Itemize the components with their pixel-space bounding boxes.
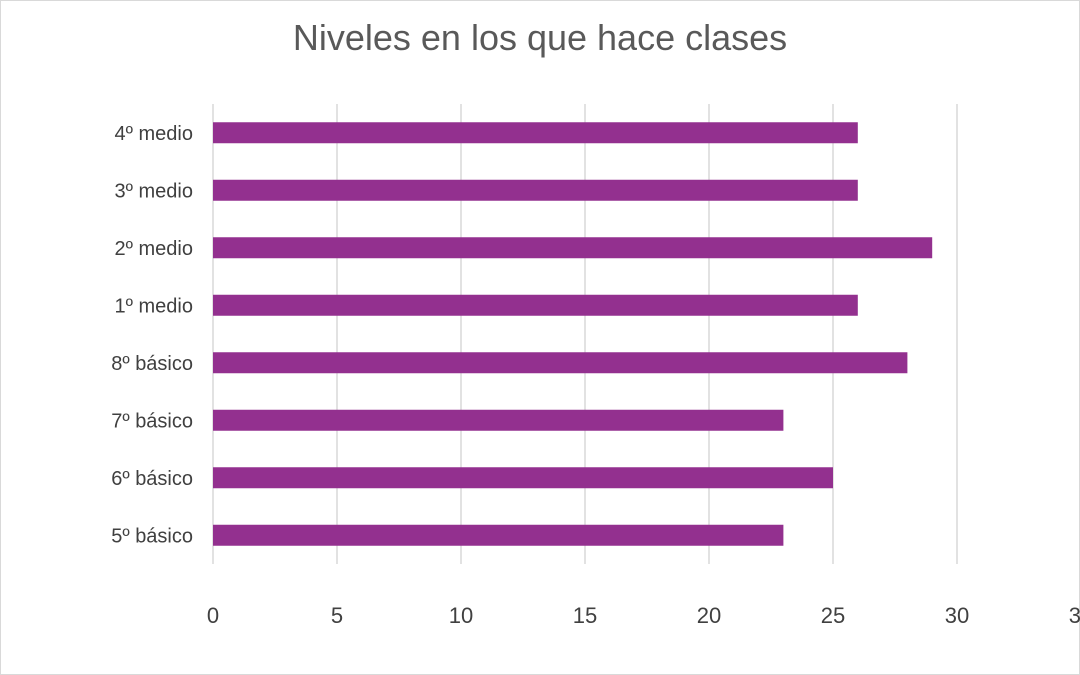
bar: [213, 467, 833, 489]
bar: [213, 352, 908, 374]
category-label: 8º básico: [111, 353, 193, 375]
bar: [213, 409, 784, 431]
x-tick-label: 30: [945, 603, 969, 628]
chart-title: Niveles en los que hace clases: [293, 17, 787, 58]
category-label: 2º medio: [115, 238, 193, 260]
category-label: 3º medio: [115, 180, 193, 202]
category-label: 1º medio: [115, 295, 193, 317]
category-label: 6º básico: [111, 468, 193, 490]
x-tick-label: 35: [1069, 603, 1080, 628]
category-label: 7º básico: [111, 410, 193, 432]
x-tick-label: 20: [697, 603, 721, 628]
x-tick-label: 15: [573, 603, 597, 628]
x-tick-label: 5: [331, 603, 343, 628]
bar: [213, 237, 933, 259]
x-tick-label: 10: [449, 603, 473, 628]
bars: [213, 122, 933, 546]
category-label: 5º básico: [111, 525, 193, 547]
category-labels: 4º medio 3º medio 2º medio 1º medio 8º básic…: [111, 123, 193, 548]
x-tick-label: 0: [207, 603, 219, 628]
bar: [213, 122, 858, 144]
category-label: 4º medio: [115, 123, 193, 145]
bar: [213, 294, 858, 316]
x-tick-label: 25: [821, 603, 845, 628]
bar: [213, 524, 784, 546]
x-axis-tick-labels: 0 5 10 15 20 25 30 35: [207, 603, 1080, 628]
bar: [213, 179, 858, 201]
